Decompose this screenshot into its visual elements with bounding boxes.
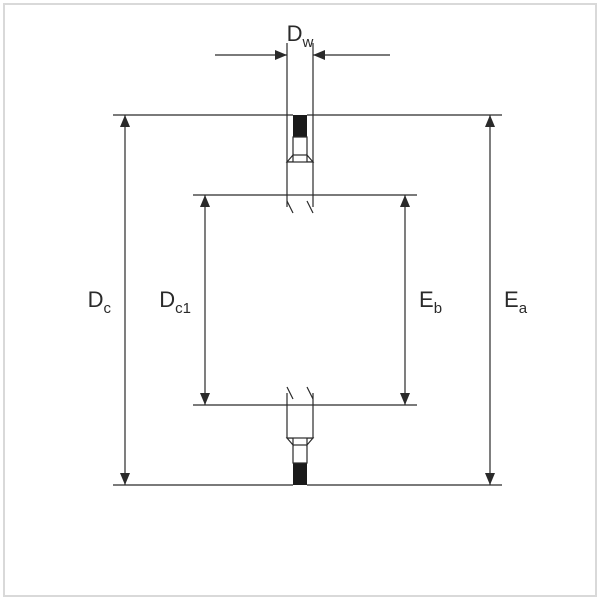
needle-body bbox=[287, 405, 313, 438]
bearing-cross-section-diagram: Dc Dc1 Eb Ea Dw bbox=[0, 0, 600, 600]
Ea-label: Ea bbox=[504, 287, 528, 317]
Eb-label: Eb bbox=[419, 287, 442, 317]
Dw-label: Dw bbox=[287, 21, 314, 51]
roller-cap bbox=[293, 115, 307, 137]
cage-stem bbox=[293, 445, 307, 463]
Dc1-label: Dc1 bbox=[159, 287, 191, 317]
needle-body bbox=[287, 162, 313, 195]
Dc-label: Dc bbox=[88, 287, 112, 317]
cage-stem bbox=[293, 137, 307, 155]
roller-cap bbox=[293, 463, 307, 485]
